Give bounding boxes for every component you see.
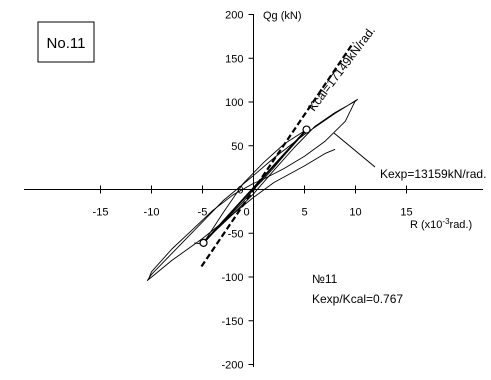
kexp-line — [202, 128, 308, 244]
x-axis-title: R (x10-3rad.) — [410, 217, 472, 231]
x-tick-label: -15 — [93, 207, 109, 219]
x-tick-label: 0 — [243, 207, 249, 219]
kcal-label: Kcal=17149kN/rad. — [305, 24, 378, 114]
y-tick-label: 50 — [231, 141, 243, 153]
x-tick-label: 5 — [301, 207, 307, 219]
y-tick-label: 100 — [225, 97, 243, 109]
y-tick-label: -200 — [221, 360, 243, 372]
x-axis-title-exp: -3 — [442, 217, 450, 226]
x-tick-label: -5 — [198, 207, 208, 219]
y-tick-label: 150 — [225, 53, 243, 65]
y-ticks: -200 -150 -100 -50 50 100 150 200 0 — [221, 10, 254, 372]
kexp-leader-line — [333, 132, 376, 168]
x-tick-label: 15 — [400, 207, 412, 219]
x-tick-label: 10 — [349, 207, 361, 219]
y-tick-label: -150 — [221, 316, 243, 328]
x-tick-label: -10 — [144, 207, 160, 219]
hysteresis-loop-2 — [194, 131, 310, 245]
kexp-point — [302, 125, 311, 134]
kexp-label: Kexp=13159kN/rad. — [380, 167, 486, 181]
x-axis-title-prefix: R (x10 — [410, 219, 442, 231]
y-tick-label: -100 — [221, 272, 243, 284]
y-axis-title: Qg (kN) — [263, 10, 302, 22]
y-tick-label: -50 — [228, 228, 244, 240]
specimen-badge: No.11 — [47, 35, 86, 52]
hysteresis-loop-3 — [146, 98, 358, 281]
ratio-label: Kexp/Kcal=0.767 — [312, 292, 403, 306]
kexp-point — [199, 238, 208, 247]
x-ticks: -15 -10 -5 0 5 10 15 — [93, 185, 413, 219]
kexp-group — [199, 125, 311, 247]
specimen-badge-box — [37, 21, 95, 63]
y-tick-label: 200 — [225, 10, 243, 22]
specimen-label: №11 — [312, 272, 338, 286]
x-axis-title-suffix: rad.) — [450, 219, 473, 231]
hysteresis-loop-4 — [147, 100, 356, 280]
kcal-line — [200, 41, 355, 268]
